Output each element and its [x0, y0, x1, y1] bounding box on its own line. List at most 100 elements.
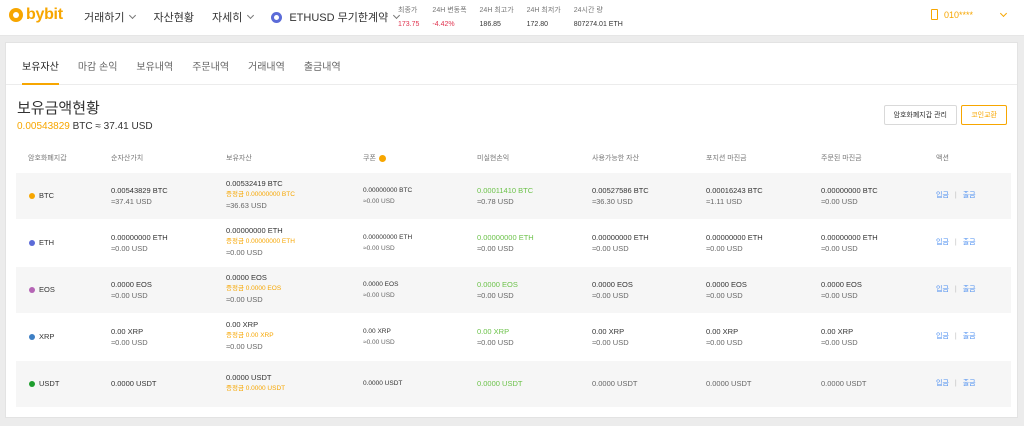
deposit-link[interactable]: 입금 [936, 192, 949, 199]
holding-usd: ≈36.63 USD [226, 201, 267, 210]
action-cell: 입금 | 출금 [936, 284, 976, 295]
holding-value: 0.00532419 BTC [226, 179, 283, 188]
pnl-value: 0.00 XRP [477, 327, 510, 336]
tab-withdraw-history[interactable]: 출금내역 [303, 62, 341, 73]
pnl-cell: 0.0000 USDT [477, 378, 522, 389]
eos-dot-icon [29, 286, 35, 293]
usdt-dot-icon [29, 380, 35, 387]
chevron-down-icon [129, 11, 137, 20]
holding-bonus: 증정금 0.00 XRP [226, 332, 274, 339]
total-btc-amount: 0.00543829 [17, 121, 70, 132]
order-margin-cell: 0.00 XRP ≈0.00 USD [821, 326, 858, 348]
coin-cell: BTC [29, 190, 54, 201]
menu-assets[interactable]: 자산현황 [153, 9, 193, 25]
coupon-cell: 0.00000000 BTC ≈0.00 USD [363, 185, 412, 207]
position-margin-cell: 0.0000 USDT [706, 378, 751, 389]
menu-assets-label: 자산현황 [153, 12, 194, 24]
position-margin-usd: ≈0.00 USD [706, 338, 743, 347]
nav-usd: ≈37.41 USD [111, 197, 152, 206]
order-margin-usd: ≈0.00 USD [821, 244, 858, 253]
total-balance: 0.00543829 BTC ≈ 37.41 USD [17, 121, 153, 132]
tab-order-history[interactable]: 주문내역 [192, 62, 230, 73]
coupon-cell: 0.0000 USDT [363, 378, 402, 389]
coin-exchange-button[interactable]: 코인교환 [961, 105, 1007, 125]
pnl-cell: 0.00000000 ETH ≈0.00 USD [477, 232, 534, 254]
logo[interactable]: bybit [9, 7, 63, 23]
coin-cell: ETH [29, 237, 54, 248]
position-margin-value: 0.00016243 BTC [706, 186, 763, 195]
ticker-24h-change: 24H 변동폭 -4.42% [432, 5, 466, 28]
order-margin-usd: ≈0.00 USD [821, 197, 858, 206]
contract-selector[interactable]: ETHUSD 무기한계약 [271, 9, 401, 25]
deposit-link[interactable]: 입금 [936, 380, 949, 387]
col-coupon: 쿠폰 [363, 153, 386, 163]
withdraw-link[interactable]: 출금 [962, 286, 976, 293]
holding-bonus: 증정금 0.0000 EOS [226, 285, 282, 292]
ticker-label: 24H 최고가 [479, 7, 514, 14]
deposit-link[interactable]: 입금 [936, 239, 949, 246]
nav-value: 0.0000 USDT [111, 379, 157, 388]
table-row: USDT 0.0000 USDT 0.0000 USDT 증정금 0.0000 U… [16, 361, 1011, 407]
available-value: 0.0000 USDT [592, 379, 638, 388]
withdraw-link[interactable]: 출금 [962, 192, 976, 199]
nav-menu: 거래하기 자산현황 자세히 ETHUSD 무기한계약 [84, 9, 417, 25]
available-value: 0.00 XRP [592, 327, 625, 336]
ticker-24h-high: 24H 최고가 186.85 [480, 5, 514, 28]
menu-trade[interactable]: 거래하기 [84, 9, 137, 25]
ticker-label: 24시간 량 [573, 7, 603, 14]
available-usd: ≈36.30 USD [592, 197, 633, 206]
position-margin-value: 0.0000 USDT [706, 379, 752, 388]
coin-cell: EOS [29, 284, 55, 295]
withdraw-link[interactable]: 출금 [962, 380, 976, 387]
coupon-value: 0.00000000 ETH [363, 234, 413, 241]
deposit-link[interactable]: 입금 [936, 333, 949, 340]
user-menu[interactable]: 010**** [930, 9, 1008, 20]
table-row: EOS 0.0000 EOS ≈0.00 USD 0.0000 EOS 증정금 0.… [16, 267, 1011, 313]
pnl-usd: ≈0.00 USD [477, 338, 514, 347]
withdraw-link[interactable]: 출금 [962, 333, 976, 340]
order-margin-cell: 0.00000000 ETH ≈0.00 USD [821, 232, 878, 254]
position-margin-value: 0.00 XRP [706, 327, 739, 336]
order-margin-cell: 0.0000 EOS ≈0.00 USD [821, 279, 862, 301]
wallet-manage-button[interactable]: 암호화폐지갑 관리 [883, 105, 957, 125]
ticker-value: -4.42% [432, 21, 455, 28]
coupon-value: 0.00000000 BTC [363, 187, 413, 194]
nav-value: 0.00 XRP [111, 327, 144, 336]
available-usd: ≈0.00 USD [592, 244, 629, 253]
holding-value: 0.0000 EOS [226, 273, 267, 282]
pnl-cell: 0.00 XRP ≈0.00 USD [477, 326, 514, 348]
position-margin-usd: ≈0.00 USD [706, 244, 743, 253]
total-btc-unit: BTC [69, 121, 93, 132]
coin-name: USDT [39, 379, 60, 388]
position-margin-usd: ≈0.00 USD [706, 291, 743, 300]
tab-closed-pnl[interactable]: 마감 손익 [77, 62, 118, 73]
available-cell: 0.00000000 ETH ≈0.00 USD [592, 232, 649, 254]
coupon-cell: 0.00 XRP ≈0.00 USD [363, 326, 395, 348]
action-separator: | [954, 192, 957, 199]
order-margin-usd: ≈0.00 USD [821, 338, 858, 347]
pnl-value: 0.0000 USDT [477, 379, 523, 388]
table-header: 암호화폐지갑 순자산가치 보유자산 쿠폰 미실현손익 사용가능한 자산 포지션 … [6, 153, 1017, 167]
order-margin-usd: ≈0.00 USD [821, 291, 858, 300]
position-margin-usd: ≈1.11 USD [706, 197, 743, 206]
col-action: 액션 [936, 155, 949, 162]
holding-bonus: 증정금 0.00000000 BTC [226, 191, 295, 198]
nav-cell: 0.00543829 BTC ≈37.41 USD [111, 185, 168, 207]
tab-trade-history[interactable]: 거래내역 [248, 62, 285, 73]
help-icon[interactable] [378, 154, 386, 162]
position-margin-cell: 0.00016243 BTC ≈1.11 USD [706, 185, 763, 207]
phone-icon [930, 9, 938, 20]
balance-overview: 보유금액현황 0.00543829 BTC ≈ 37.41 USD 암호화폐지갑… [6, 85, 1017, 137]
menu-more[interactable]: 자세히 [212, 9, 255, 25]
tab-position-history[interactable]: 보유내역 [136, 62, 174, 73]
deposit-link[interactable]: 입금 [936, 286, 949, 293]
holding-value: 0.00 XRP [226, 320, 259, 329]
withdraw-link[interactable]: 출금 [962, 239, 976, 246]
available-cell: 0.00527586 BTC ≈36.30 USD [592, 185, 649, 207]
ticker-label: 24H 최저가 [526, 7, 561, 14]
col-available: 사용가능한 자산 [592, 155, 640, 162]
assets-panel: 보유자산 마감 손익 보유내역 주문내역 거래내역 출금내역 보유금액현황 0.… [5, 42, 1018, 418]
ticker-last-price: 최종가 173.75 [398, 5, 419, 28]
tab-holdings[interactable]: 보유자산 [16, 43, 65, 85]
action-separator: | [954, 333, 957, 340]
